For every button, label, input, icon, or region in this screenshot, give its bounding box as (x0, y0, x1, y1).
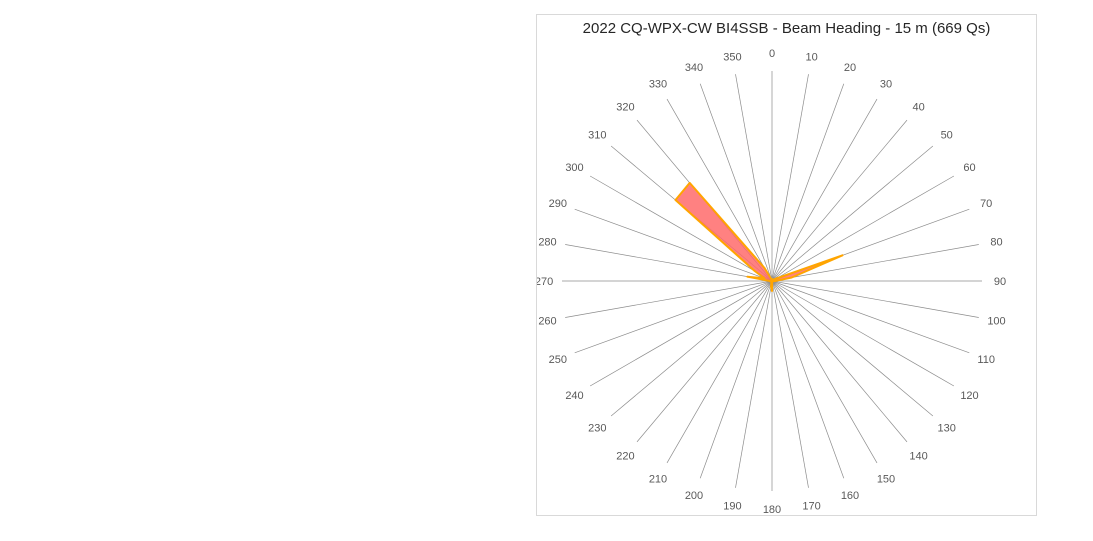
angle-label-140: 140 (909, 451, 927, 463)
spoke-100 (771, 280, 979, 318)
angle-label-190: 190 (723, 501, 741, 513)
angle-label-350: 350 (723, 52, 741, 64)
angle-label-60: 60 (963, 162, 975, 174)
angle-label-50: 50 (941, 129, 953, 141)
angle-label-10: 10 (805, 52, 817, 64)
angle-label-150: 150 (877, 474, 895, 486)
angle-label-330: 330 (649, 79, 667, 91)
spoke-220 (636, 280, 773, 443)
spoke-130 (771, 280, 934, 417)
spoke-300 (589, 175, 773, 282)
spoke-10 (771, 74, 809, 282)
spoke-140 (771, 280, 908, 443)
angle-label-310: 310 (588, 129, 606, 141)
angle-label-120: 120 (960, 390, 978, 402)
angle-label-30: 30 (880, 79, 892, 91)
angle-label-200: 200 (685, 490, 703, 502)
spoke-40 (771, 119, 908, 282)
spoke-160 (771, 280, 845, 479)
series-area-0 (674, 181, 844, 292)
chart-title: 2022 CQ-WPX-CW BI4SSB - Beam Heading - 1… (582, 20, 991, 37)
spoke-230 (610, 280, 773, 417)
angle-label-210: 210 (649, 474, 667, 486)
angle-label-20: 20 (844, 62, 856, 74)
angle-label-110: 110 (977, 354, 995, 366)
angle-label-180: 180 (763, 504, 781, 516)
angle-label-240: 240 (565, 390, 583, 402)
spoke-190 (735, 280, 773, 488)
angle-label-280: 280 (538, 236, 556, 248)
angle-label-220: 220 (616, 451, 634, 463)
spoke-340 (699, 83, 773, 282)
spoke-30 (771, 98, 878, 282)
angle-label-300: 300 (565, 162, 583, 174)
angle-label-130: 130 (938, 423, 956, 435)
chart-frame: 0 10 20 30 40 50 60 70 80 90 100 110 120 130 140 150 160… (536, 14, 1037, 516)
spoke-250 (574, 280, 773, 354)
angle-label-80: 80 (990, 236, 1002, 248)
spoke-280 (565, 244, 773, 282)
spoke-330 (666, 98, 773, 282)
spoke-200 (699, 280, 773, 479)
spoke-260 (565, 280, 773, 318)
spoke-210 (666, 280, 773, 464)
angle-label-290: 290 (549, 198, 567, 210)
angle-label-170: 170 (802, 501, 820, 513)
spoke-170 (771, 280, 809, 488)
series-layer (674, 181, 844, 292)
angle-label-100: 100 (987, 316, 1005, 328)
angle-label-270: 270 (537, 276, 553, 288)
spoke-60 (771, 175, 955, 282)
spoke-120 (771, 280, 955, 387)
spoke-50 (771, 145, 934, 282)
angle-label-90: 90 (994, 276, 1006, 288)
angle-label-320: 320 (616, 101, 634, 113)
angle-label-250: 250 (549, 354, 567, 366)
radar-spokes (562, 71, 982, 491)
spoke-240 (589, 280, 773, 387)
spoke-350 (735, 74, 773, 282)
angle-label-260: 260 (538, 316, 556, 328)
angle-labels: 0 10 20 30 40 50 60 70 80 90 100 110 120 130 140 150 160… (537, 48, 1006, 516)
spoke-290 (574, 208, 773, 282)
angle-label-230: 230 (588, 423, 606, 435)
spoke-80 (771, 244, 979, 282)
angle-label-340: 340 (685, 62, 703, 74)
radar-chart: 0 10 20 30 40 50 60 70 80 90 100 110 120 130 140 150 160… (537, 48, 1006, 516)
angle-label-160: 160 (841, 490, 859, 502)
spoke-110 (771, 280, 970, 354)
spoke-20 (771, 83, 845, 282)
angle-label-70: 70 (980, 198, 992, 210)
angle-label-40: 40 (912, 101, 924, 113)
spoke-150 (771, 280, 878, 464)
angle-label-0: 0 (769, 48, 775, 60)
